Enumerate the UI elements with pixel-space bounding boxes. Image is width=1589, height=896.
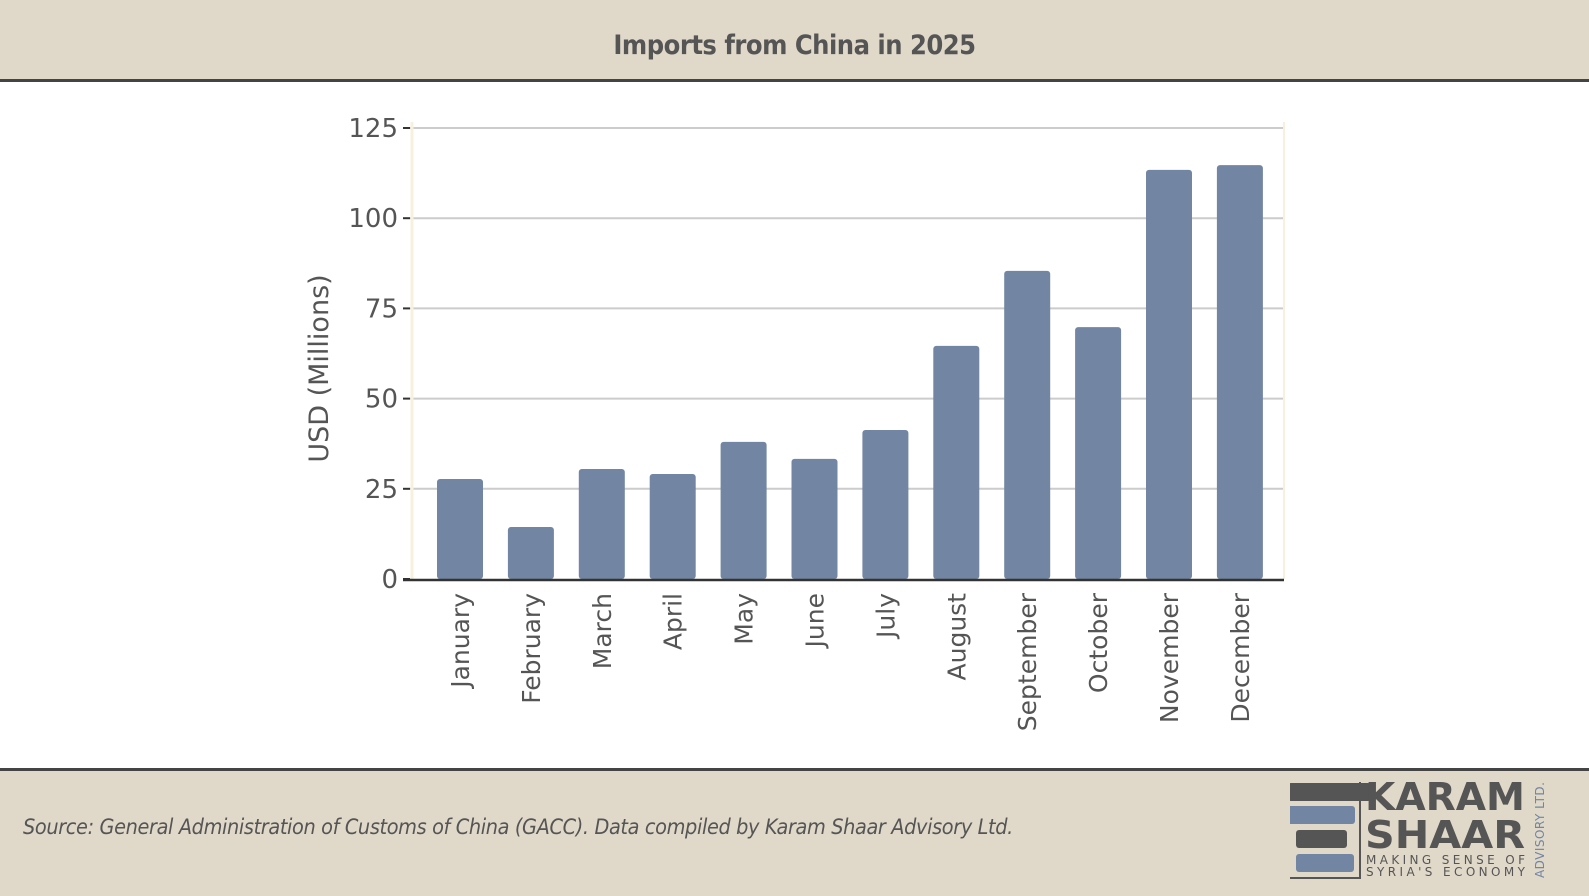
y-tick-label: 125 xyxy=(348,114,398,144)
y-tick-label: 50 xyxy=(365,385,398,415)
x-tick-label: November xyxy=(1155,592,1184,723)
chart-title: Imports from China in 2025 xyxy=(613,30,976,61)
logo-frame xyxy=(1290,782,1361,879)
x-tick-label: July xyxy=(871,593,900,640)
bar-november xyxy=(1146,169,1192,580)
x-tick-label: April xyxy=(659,593,688,650)
karam-shaar-logo: KARAM SHAAR MAKING SENSE OF SYRIA'S ECON… xyxy=(1290,779,1547,879)
bar-chart: 0 25 50 75 100 125 January February March April M… xyxy=(304,114,1285,731)
logo-line1: KARAM xyxy=(1365,779,1525,819)
y-tick-label: 75 xyxy=(365,294,398,324)
y-tick-label: 100 xyxy=(348,204,398,234)
x-tick-label: October xyxy=(1084,592,1113,693)
bar-october xyxy=(1075,327,1122,579)
bar-august xyxy=(933,345,980,579)
y-ticks: 0 25 50 75 100 125 xyxy=(348,114,410,595)
footer-band: Source: General Administration of Custom… xyxy=(0,768,1589,896)
bars xyxy=(437,165,1263,580)
y-tick-label: 25 xyxy=(365,475,398,505)
logo-side-text: ADVISORY LTD. xyxy=(1533,782,1547,878)
header-band: Imports from China in 2025 xyxy=(0,0,1589,82)
bar-december xyxy=(1216,165,1263,579)
logo-bar-1 xyxy=(1290,783,1371,801)
bar-april xyxy=(649,474,696,579)
x-tick-labels: January February March April May June July Augu… xyxy=(446,592,1255,731)
x-tick-label: September xyxy=(1013,592,1042,731)
logo-bar-3 xyxy=(1296,830,1347,848)
x-tick-label: May xyxy=(730,593,759,645)
x-tick-label: June xyxy=(801,593,830,649)
logo-bar-2 xyxy=(1290,806,1355,824)
bar-january xyxy=(437,479,483,579)
x-tick-label: January xyxy=(446,593,475,690)
y-axis-label: USD (Millions) xyxy=(304,274,335,462)
x-tick-label: August xyxy=(942,593,971,681)
bar-march xyxy=(578,468,625,579)
bar-june xyxy=(791,458,838,579)
logo-line2: SHAAR xyxy=(1365,813,1525,857)
y-tick-label: 0 xyxy=(381,565,398,595)
x-tick-label: December xyxy=(1226,592,1255,722)
gridlines xyxy=(410,127,1284,490)
source-note: Source: General Administration of Custom… xyxy=(23,815,1013,839)
logo-tagline2: SYRIA'S ECONOMY xyxy=(1366,865,1526,879)
bar-february xyxy=(507,527,554,579)
x-tick-label: February xyxy=(517,593,546,704)
bar-september xyxy=(1004,270,1051,579)
x-tick-label: March xyxy=(588,593,617,669)
bar-july xyxy=(862,429,909,579)
logo-bar-4 xyxy=(1296,854,1354,872)
bar-may xyxy=(720,441,767,579)
